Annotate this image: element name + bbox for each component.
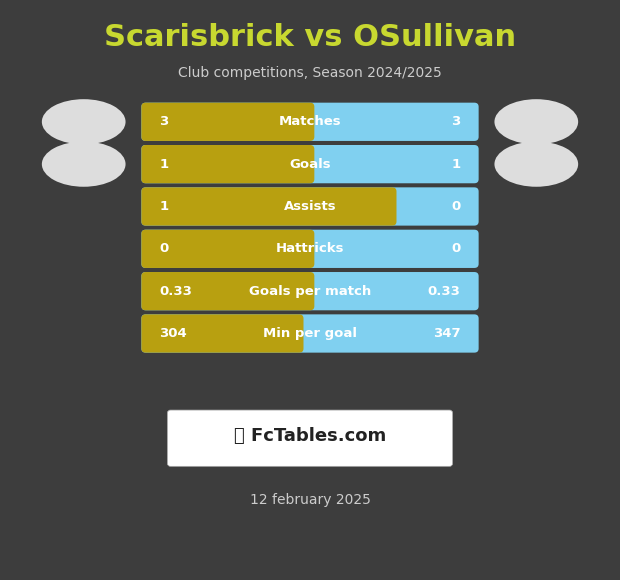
FancyBboxPatch shape: [141, 314, 304, 353]
Text: 3: 3: [159, 115, 169, 128]
FancyBboxPatch shape: [141, 103, 314, 141]
Text: 304: 304: [159, 327, 187, 340]
FancyBboxPatch shape: [141, 230, 479, 268]
FancyBboxPatch shape: [141, 145, 314, 183]
Text: 1: 1: [159, 158, 169, 171]
Text: Hattricks: Hattricks: [276, 242, 344, 255]
Text: 0: 0: [451, 242, 461, 255]
Text: 1: 1: [451, 158, 461, 171]
Text: Min per goal: Min per goal: [263, 327, 357, 340]
Ellipse shape: [494, 142, 578, 187]
FancyBboxPatch shape: [141, 272, 314, 310]
Text: 0: 0: [159, 242, 169, 255]
FancyBboxPatch shape: [141, 145, 479, 183]
Text: 3: 3: [451, 115, 461, 128]
FancyBboxPatch shape: [167, 410, 453, 466]
Text: Assists: Assists: [284, 200, 336, 213]
Text: 0.33: 0.33: [159, 285, 192, 298]
Ellipse shape: [42, 142, 125, 187]
Text: Goals per match: Goals per match: [249, 285, 371, 298]
Text: Scarisbrick vs OSullivan: Scarisbrick vs OSullivan: [104, 23, 516, 52]
Text: 0: 0: [451, 200, 461, 213]
FancyBboxPatch shape: [141, 314, 479, 353]
Text: Matches: Matches: [278, 115, 342, 128]
Text: 1: 1: [159, 200, 169, 213]
FancyBboxPatch shape: [141, 272, 479, 310]
Text: 0.33: 0.33: [428, 285, 461, 298]
FancyBboxPatch shape: [141, 103, 479, 141]
Text: Club competitions, Season 2024/2025: Club competitions, Season 2024/2025: [178, 66, 442, 79]
Text: 347: 347: [433, 327, 461, 340]
FancyBboxPatch shape: [141, 187, 397, 226]
Text: 12 february 2025: 12 february 2025: [250, 493, 370, 507]
FancyBboxPatch shape: [141, 187, 479, 226]
Ellipse shape: [494, 99, 578, 144]
Ellipse shape: [42, 99, 125, 144]
Text: Goals: Goals: [289, 158, 331, 171]
FancyBboxPatch shape: [141, 230, 314, 268]
Text: 📈 FcTables.com: 📈 FcTables.com: [234, 427, 386, 445]
